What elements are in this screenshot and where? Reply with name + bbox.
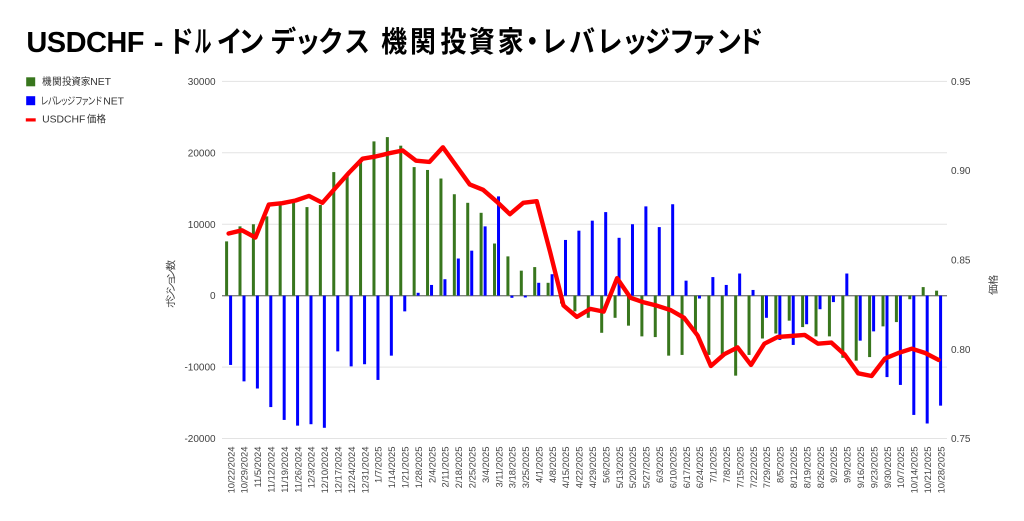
svg-text:3/11/2025: 3/11/2025 (493, 447, 504, 488)
svg-text:8/12/2025: 8/12/2025 (788, 447, 799, 489)
svg-text:5/13/2025: 5/13/2025 (614, 447, 625, 489)
svg-text:NET: NET (90, 77, 111, 88)
svg-text:10/14/2025: 10/14/2025 (909, 447, 920, 494)
svg-text:2/18/2025: 2/18/2025 (453, 447, 464, 489)
svg-text:7/1/2025: 7/1/2025 (708, 447, 719, 484)
svg-text:4/22/2025: 4/22/2025 (574, 447, 585, 489)
svg-text:0: 0 (210, 291, 216, 302)
svg-text:4/15/2025: 4/15/2025 (560, 447, 571, 489)
svg-text:12/24/2024: 12/24/2024 (346, 447, 357, 494)
svg-text:5/27/2025: 5/27/2025 (641, 447, 652, 489)
svg-text:4/29/2025: 4/29/2025 (587, 447, 598, 489)
svg-text:12/10/2024: 12/10/2024 (319, 447, 330, 494)
svg-text:2/11/2025: 2/11/2025 (440, 447, 451, 488)
svg-text:0.80: 0.80 (951, 345, 971, 356)
svg-text:-: - (154, 27, 164, 59)
svg-text:6/10/2025: 6/10/2025 (667, 447, 678, 489)
svg-text:-20000: -20000 (184, 434, 216, 445)
svg-text:1/28/2025: 1/28/2025 (413, 447, 424, 489)
svg-text:1/21/2025: 1/21/2025 (400, 447, 411, 489)
svg-text:10/7/2025: 10/7/2025 (895, 447, 906, 489)
svg-text:6/3/2025: 6/3/2025 (654, 447, 665, 484)
svg-text:5/6/2025: 5/6/2025 (600, 447, 611, 484)
svg-text:7/29/2025: 7/29/2025 (761, 447, 772, 489)
svg-text:5/20/2025: 5/20/2025 (627, 447, 638, 489)
svg-text:USDCHF: USDCHF (42, 115, 85, 126)
svg-text:9/30/2025: 9/30/2025 (882, 447, 893, 489)
svg-text:9/9/2025: 9/9/2025 (842, 447, 853, 484)
svg-text:10000: 10000 (188, 220, 216, 231)
svg-text:NET: NET (103, 97, 124, 108)
svg-text:8/19/2025: 8/19/2025 (801, 447, 812, 489)
svg-text:9/23/2025: 9/23/2025 (868, 447, 879, 489)
svg-text:8/5/2025: 8/5/2025 (775, 447, 786, 484)
svg-text:10/22/2024: 10/22/2024 (225, 447, 236, 494)
svg-text:7/22/2025: 7/22/2025 (748, 447, 759, 489)
svg-text:30000: 30000 (188, 77, 216, 88)
svg-text:10/28/2025: 10/28/2025 (935, 447, 946, 494)
svg-text:7/15/2025: 7/15/2025 (734, 447, 745, 489)
svg-text:0.90: 0.90 (951, 166, 971, 177)
svg-text:4/1/2025: 4/1/2025 (534, 447, 545, 484)
svg-text:10/21/2025: 10/21/2025 (922, 447, 933, 494)
svg-text:2/25/2025: 2/25/2025 (467, 447, 478, 489)
svg-text:4/8/2025: 4/8/2025 (547, 447, 558, 484)
svg-text:11/5/2024: 11/5/2024 (252, 447, 263, 488)
svg-text:11/19/2024: 11/19/2024 (279, 447, 290, 493)
svg-text:7/8/2025: 7/8/2025 (721, 447, 732, 484)
svg-text:1/14/2025: 1/14/2025 (386, 447, 397, 489)
svg-text:12/3/2024: 12/3/2024 (306, 447, 317, 489)
svg-text:3/18/2025: 3/18/2025 (507, 447, 518, 489)
svg-text:6/17/2025: 6/17/2025 (681, 447, 692, 489)
svg-text:8/26/2025: 8/26/2025 (815, 447, 826, 489)
svg-text:11/26/2024: 11/26/2024 (292, 447, 303, 493)
svg-text:12/31/2024: 12/31/2024 (359, 447, 370, 494)
svg-text:9/2/2025: 9/2/2025 (828, 447, 839, 484)
svg-text:0.75: 0.75 (951, 434, 971, 445)
svg-text:0.85: 0.85 (951, 256, 971, 267)
svg-text:12/17/2024: 12/17/2024 (333, 447, 344, 494)
svg-text:2/4/2025: 2/4/2025 (426, 447, 437, 484)
svg-text:9/16/2025: 9/16/2025 (855, 447, 866, 489)
svg-text:1/7/2025: 1/7/2025 (373, 447, 384, 484)
svg-text:-10000: -10000 (184, 363, 216, 374)
svg-text:11/12/2024: 11/12/2024 (266, 447, 277, 493)
svg-text:10/29/2024: 10/29/2024 (239, 447, 250, 494)
svg-text:3/25/2025: 3/25/2025 (520, 447, 531, 489)
svg-text:3/4/2025: 3/4/2025 (480, 447, 491, 484)
svg-text:0.95: 0.95 (951, 77, 971, 88)
svg-text:USDCHF: USDCHF (26, 27, 144, 59)
svg-text:20000: 20000 (188, 148, 216, 159)
svg-text:6/24/2025: 6/24/2025 (694, 447, 705, 489)
